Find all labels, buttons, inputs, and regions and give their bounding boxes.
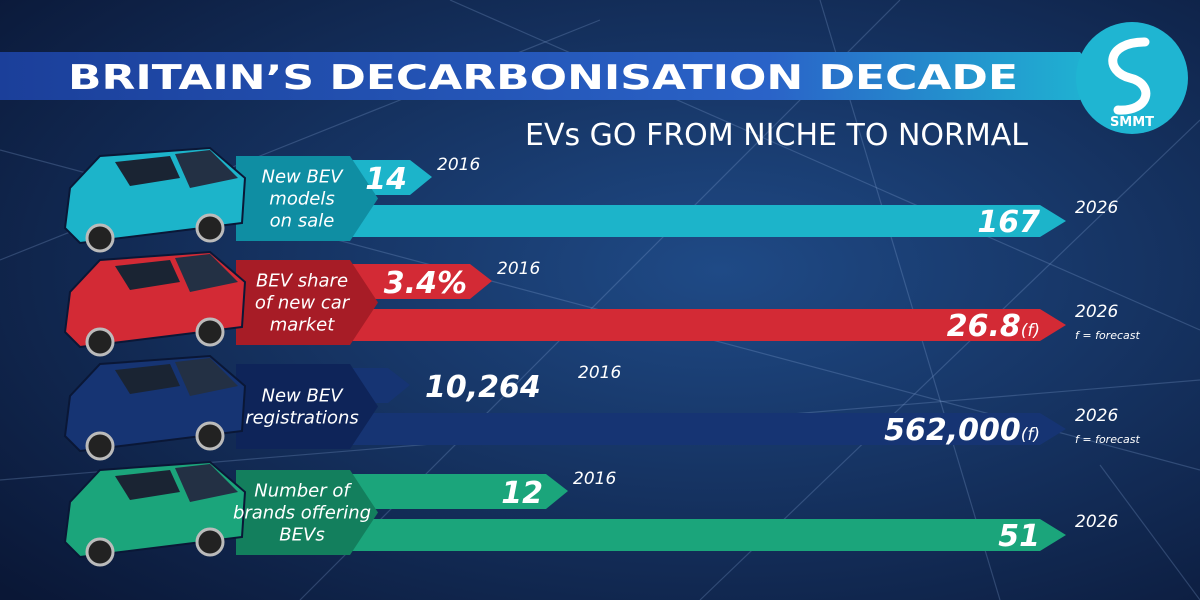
start-value: 12	[501, 476, 543, 511]
car-roof	[175, 358, 238, 396]
long-bar	[240, 413, 1066, 445]
label-panel	[236, 470, 378, 555]
label-panel	[236, 156, 378, 241]
end-value: 26.8(f)	[947, 309, 1040, 344]
logo-text: SMMT	[1110, 115, 1154, 130]
subtitle: EVs GO FROM NICHE TO NORMAL	[525, 118, 1028, 153]
label-line: Number of	[254, 481, 352, 502]
label-line: New BEV	[261, 167, 344, 188]
end-value: 51	[998, 519, 1040, 554]
label-line: on sale	[270, 211, 335, 232]
row-label: New BEV models on sale	[261, 167, 344, 232]
title: BRITAIN’S DECARBONISATION DECADE	[68, 58, 1018, 98]
end-value: 167	[977, 205, 1040, 240]
end-year: 2026	[1075, 198, 1118, 218]
forecast-note: f = forecast	[1075, 329, 1140, 342]
car-wheel	[195, 421, 225, 451]
end-number: 26.8	[947, 309, 1021, 344]
end-number: 51	[998, 519, 1040, 554]
long-bar	[240, 519, 1066, 551]
car-wheel	[85, 223, 115, 253]
start-year: 2016	[497, 259, 540, 279]
car-window	[115, 156, 180, 186]
end-year: 2026	[1075, 406, 1118, 426]
car-wheel	[85, 327, 115, 357]
start-value: 14	[365, 162, 407, 197]
car	[63, 250, 247, 357]
label-line: BEVs	[279, 525, 324, 546]
car-roof	[175, 254, 238, 292]
start-year: 2016	[578, 363, 621, 383]
end-year: 2026	[1075, 512, 1118, 532]
end-value: 562,000(f)	[884, 413, 1040, 448]
long-bar	[240, 309, 1066, 341]
car	[63, 146, 247, 253]
car-window	[115, 470, 180, 500]
forecast-note: f = forecast	[1075, 433, 1140, 446]
car-wheel	[85, 537, 115, 567]
end-number: 167	[977, 205, 1040, 240]
car-window	[115, 364, 180, 394]
label-line: of new car	[255, 293, 351, 314]
car-wheel	[195, 527, 225, 557]
end-year: 2026	[1075, 302, 1118, 322]
car-roof	[175, 150, 238, 188]
label-line: registrations	[245, 408, 359, 429]
label-line: BEV share	[256, 271, 348, 292]
label-line: brands offering	[233, 503, 371, 524]
long-bar	[240, 205, 1066, 237]
car	[63, 460, 247, 567]
car	[63, 354, 247, 461]
end-suffix: (f)	[1021, 321, 1040, 341]
car-roof	[175, 464, 238, 502]
label-line: models	[269, 189, 334, 210]
end-number: 562,000	[884, 413, 1021, 448]
row-label: Number of brands offering BEVs	[233, 481, 371, 546]
end-suffix: (f)	[1021, 425, 1040, 445]
label-panel	[236, 364, 378, 449]
label-line: market	[270, 315, 335, 336]
title-ribbon	[0, 52, 1100, 100]
start-year: 2016	[573, 469, 616, 489]
start-year: 2016	[437, 155, 480, 175]
logo-mark	[1108, 37, 1151, 115]
start-value: 3.4%	[384, 266, 467, 301]
car-wheel	[195, 317, 225, 347]
label-panel	[236, 260, 378, 345]
car-wheel	[195, 213, 225, 243]
start-value: 10,264	[425, 370, 541, 405]
row-label: New BEV registrations	[245, 386, 359, 429]
car-window	[115, 260, 180, 290]
row-label: BEV share of new car market	[255, 271, 351, 336]
car-wheel	[85, 431, 115, 461]
label-line: New BEV	[261, 386, 344, 407]
